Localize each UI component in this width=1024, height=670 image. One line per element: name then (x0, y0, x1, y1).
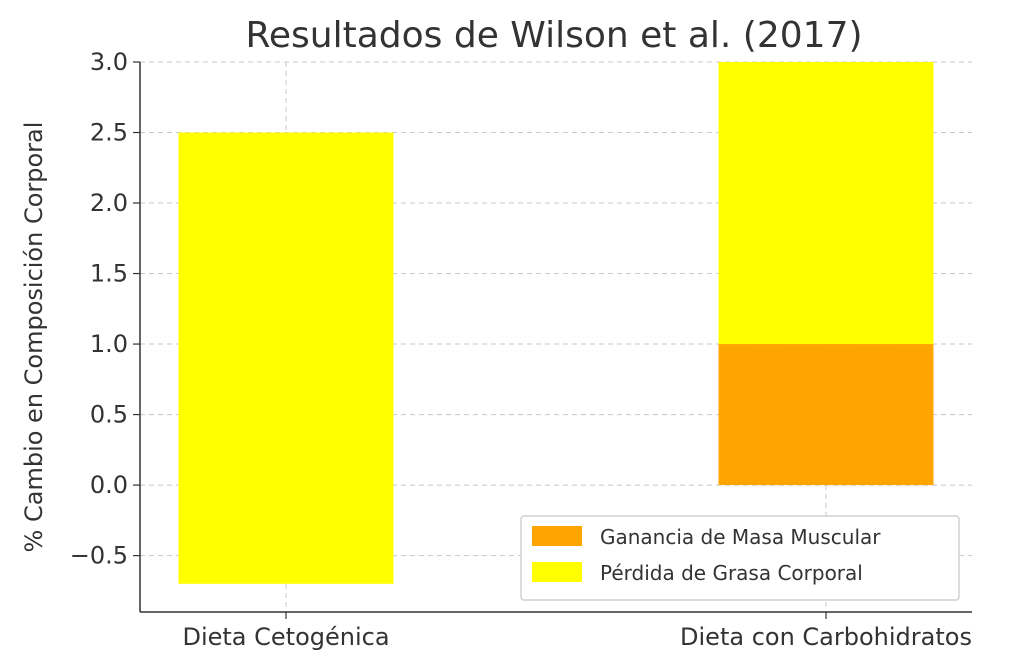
y-tick-label: 1.0 (90, 330, 128, 358)
bars (178, 62, 934, 584)
y-tick-label: 0.5 (90, 401, 128, 429)
legend: Ganancia de Masa Muscular Pérdida de Gras… (520, 515, 960, 601)
bar (718, 62, 934, 345)
y-tick-label: 2.0 (90, 189, 128, 217)
legend-swatch (532, 526, 582, 546)
legend-label: Pérdida de Grasa Corporal (600, 561, 863, 585)
y-ticks: −0.5 0.0 0.5 1.0 1.5 2.0 2.5 3.0 (70, 48, 140, 570)
x-ticks: Dieta Cetogénica Dieta con Carbohidratos (182, 612, 972, 651)
chart-title: Resultados de Wilson et al. (2017) (245, 15, 862, 56)
y-tick-label: −0.5 (70, 542, 128, 570)
y-tick-label: 2.5 (90, 119, 128, 147)
x-tick-label: Dieta Cetogénica (182, 623, 389, 651)
y-tick-label: 3.0 (90, 48, 128, 76)
x-tick-label: Dieta con Carbohidratos (680, 623, 972, 651)
legend-box (520, 515, 960, 601)
axes (139, 62, 972, 613)
y-tick-label: 1.5 (90, 260, 128, 288)
legend-label: Ganancia de Masa Muscular (600, 525, 881, 549)
y-axis-label: % Cambio en Composición Corporal (20, 122, 48, 553)
legend-swatch (532, 562, 582, 582)
bar (178, 132, 394, 584)
y-tick-label: 0.0 (90, 471, 128, 499)
bar (718, 344, 934, 486)
